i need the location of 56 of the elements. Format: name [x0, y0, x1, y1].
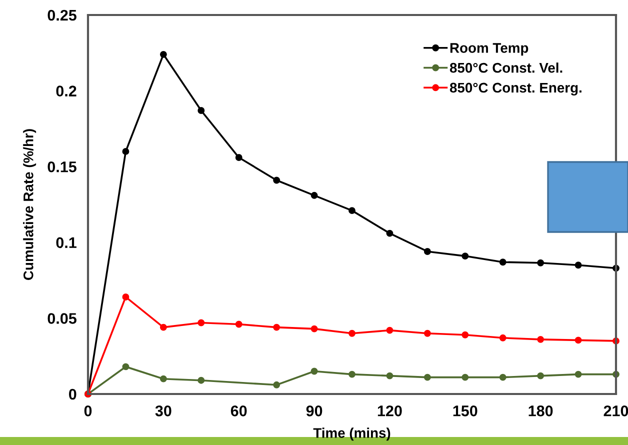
point [574, 262, 582, 269]
point [160, 50, 167, 58]
x-tick-label: 30 [155, 406, 172, 416]
y-tick-label: 0.25 [48, 10, 76, 21]
point [122, 294, 130, 300]
y-tick-label: 0.15 [48, 161, 76, 172]
x-tick-label: 0 [84, 406, 92, 416]
point [386, 372, 394, 380]
x-tick-label: 210 [604, 406, 628, 416]
point [386, 230, 394, 237]
point [424, 374, 431, 381]
point [386, 326, 394, 334]
x-tick-label: 150 [453, 406, 478, 416]
point [348, 207, 356, 214]
point [273, 176, 280, 184]
point [499, 334, 506, 342]
legend-label: Room Temp [450, 43, 528, 56]
point [160, 324, 167, 331]
y-tick-label: 0 [68, 388, 76, 400]
point [574, 336, 582, 344]
x-tick-label: 60 [230, 406, 247, 416]
point [462, 252, 469, 260]
point [198, 107, 205, 114]
x-tick-label: 90 [306, 406, 322, 416]
x-tick-label: 180 [528, 406, 553, 416]
legend-label: 850°C Const. Vel. [450, 62, 562, 73]
point [348, 370, 356, 378]
point [235, 320, 242, 328]
point [424, 330, 431, 337]
point [198, 376, 205, 384]
point [273, 324, 280, 331]
point [122, 148, 130, 155]
point [198, 319, 205, 326]
point [310, 192, 318, 199]
point [348, 330, 356, 337]
point [424, 248, 431, 255]
y-tick-label: 0.2 [56, 86, 76, 96]
point [310, 325, 318, 332]
y-tick-label: 0.1 [56, 237, 76, 248]
legend-label: 850°C Const. Energ. [450, 82, 582, 96]
point [537, 259, 544, 266]
x-tick-label: 120 [378, 406, 402, 416]
point [537, 372, 544, 380]
point [499, 374, 506, 381]
point [574, 370, 582, 378]
point [499, 258, 506, 266]
point [537, 336, 544, 343]
y-tick-label: 0.05 [48, 313, 76, 324]
point [462, 331, 469, 338]
point [462, 374, 469, 381]
y-axis-title: Cumulative Rate (%/hr) [23, 129, 36, 280]
point [273, 381, 280, 388]
point [235, 154, 242, 161]
point [310, 368, 318, 375]
point [122, 363, 130, 370]
point [160, 375, 167, 382]
